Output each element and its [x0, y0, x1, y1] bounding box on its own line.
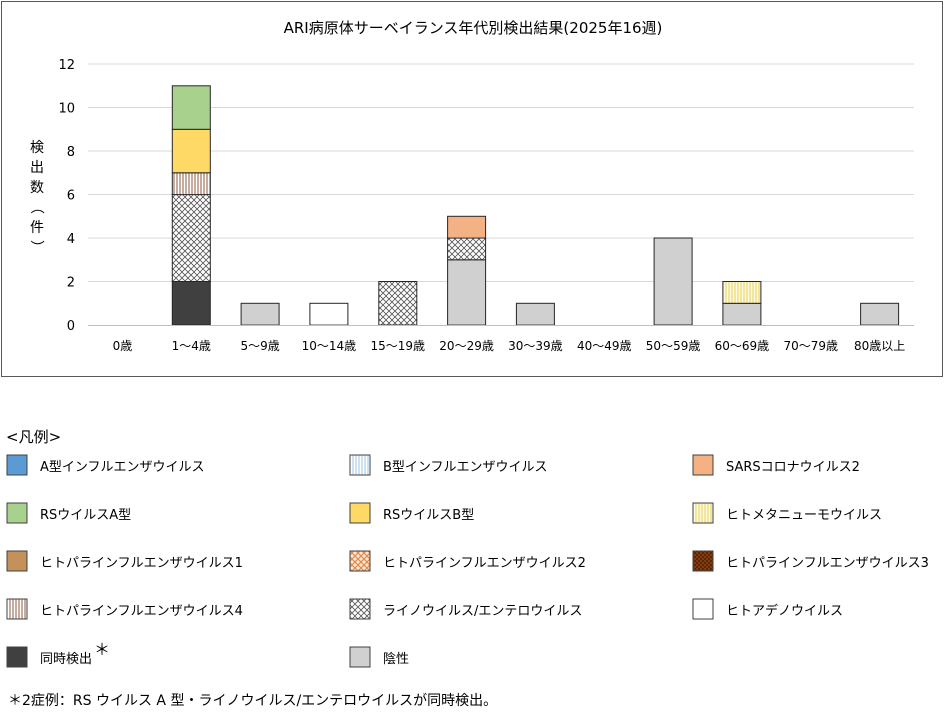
- legend-item: B型インフルエンザウイルス: [349, 453, 548, 477]
- y-tick-label: 2: [67, 276, 75, 291]
- chart-title: ARI病原体サーベイランス年代別検出結果(2025年16週): [284, 19, 663, 37]
- legend-swatch: [692, 502, 714, 524]
- legend-label: RSウイルスA型: [40, 507, 132, 523]
- legend-label: 陰性: [383, 651, 410, 667]
- legend-swatch: [6, 502, 28, 524]
- chart-frame: ARI病原体サーベイランス年代別検出結果(2025年16週) 0 2 4 6 8 10 12…: [1, 1, 943, 377]
- legend-item: ヒトアデノウイルス: [692, 597, 843, 621]
- legend-label: A型インフルエンザウイルス: [40, 459, 205, 475]
- legend-swatch: [349, 454, 371, 476]
- legend-label: B型インフルエンザウイルス: [383, 459, 548, 475]
- legend-label: ライノウイルス/エンテロウイルス: [383, 603, 583, 619]
- legend-swatch: [6, 454, 28, 476]
- y-tick-label: 4: [67, 232, 75, 247]
- x-tick-labels: 0歳 1～4歳 5～9歳 10～14歳 15～19歳 20～29歳 30～39歳 40～49歳…: [113, 339, 906, 353]
- legend-swatch: [692, 550, 714, 572]
- legend-label: RSウイルスB型: [383, 507, 475, 523]
- bar-segment-hmpv: [722, 281, 762, 304]
- bar-segment-rhino: [378, 281, 418, 326]
- bar-segment-hpiv4: [171, 172, 211, 196]
- bars: [88, 85, 914, 326]
- x-tick-label: 0歳: [113, 339, 133, 353]
- bar-segment-adeno: [309, 302, 349, 326]
- y-tick-label: 6: [67, 189, 75, 204]
- x-tick-label: 15～19歳: [370, 339, 425, 353]
- y-axis-label-char: （: [28, 200, 44, 214]
- legend-item: ヒトパラインフルエンザウイルス1: [6, 549, 243, 573]
- x-tick-label: 70～79歳: [783, 339, 838, 353]
- y-tick-label: 0: [67, 319, 75, 334]
- bar-segment-neg: [722, 302, 762, 326]
- legend-swatch: [6, 598, 28, 620]
- legend-swatch: [349, 502, 371, 524]
- bar-segment-neg: [447, 259, 487, 326]
- legend-label: SARSコロナウイルス2: [726, 459, 860, 475]
- bar-segment-rsa: [171, 85, 211, 130]
- footnote: ＊2症例：RS ウイルス A 型・ライノウイルス/エンテロウイルスが同時検出。: [8, 693, 498, 709]
- legend-label: ヒトパラインフルエンザウイルス2: [383, 555, 586, 571]
- legend-swatch: [349, 550, 371, 572]
- legend-item: SARSコロナウイルス2: [692, 453, 860, 477]
- legend-item: A型インフルエンザウイルス: [6, 453, 205, 477]
- bar-segment-neg: [240, 302, 280, 326]
- legend-item: ヒトパラインフルエンザウイルス3: [692, 549, 929, 573]
- legend-label: ヒトパラインフルエンザウイルス4: [40, 603, 243, 619]
- y-axis-label-char: 出: [30, 160, 44, 176]
- gridlines: [88, 63, 914, 282]
- y-tick-label: 12: [58, 58, 75, 73]
- legend-swatch: [349, 646, 371, 668]
- bar-segment-neg: [653, 237, 693, 326]
- y-axis-label-char: 検: [30, 140, 44, 156]
- y-axis-label: 検出数 （ 件 ）: [28, 140, 44, 254]
- x-tick-label: 60～69歳: [715, 339, 770, 353]
- legend-swatch: [6, 646, 28, 668]
- x-tick-label: 20～29歳: [439, 339, 494, 353]
- legend-item: 陰性: [349, 645, 409, 669]
- legend-swatch: [349, 598, 371, 620]
- x-tick-label: 5～9歳: [240, 339, 279, 353]
- y-tick-label: 8: [67, 145, 75, 160]
- legend-label: ヒトアデノウイルス: [726, 603, 844, 619]
- x-tick-label: 40～49歳: [577, 339, 632, 353]
- legend-swatch: [6, 550, 28, 572]
- legend-title: <凡例>: [6, 428, 62, 446]
- y-axis-label-char: 件: [30, 220, 44, 236]
- x-tick-label: 80歳以上: [854, 339, 905, 353]
- y-axis-label-char: ）: [28, 240, 44, 254]
- y-tick-label: 10: [58, 102, 75, 117]
- asterisk-mark: ＊: [94, 640, 111, 659]
- legend-item: ライノウイルス/エンテロウイルス: [349, 597, 582, 621]
- x-tick-label: 50～59歳: [646, 339, 701, 353]
- y-axis-label-char: 数: [30, 180, 44, 196]
- bar-segment-rhino: [447, 237, 487, 261]
- x-tick-label: 10～14歳: [302, 339, 357, 353]
- bar-segment-sars: [447, 215, 487, 239]
- bar-segment-rhino: [171, 194, 211, 282]
- legend-item: ヒトパラインフルエンザウイルス4: [6, 597, 243, 621]
- x-tick-label: 1～4歳: [172, 339, 211, 353]
- bar-segment-neg: [515, 302, 555, 326]
- legend-item: RSウイルスB型: [349, 501, 474, 525]
- legend-label: 同時検出: [40, 651, 93, 667]
- legend-item: 同時検出＊: [6, 640, 110, 669]
- bar-segment-simul: [171, 281, 211, 326]
- legend-swatch: [692, 598, 714, 620]
- y-tick-labels: 0 2 4 6 8 10 12: [58, 58, 75, 334]
- legend-label: ヒトパラインフルエンザウイルス3: [726, 555, 929, 571]
- stacked-bar-chart: ARI病原体サーベイランス年代別検出結果(2025年16週) 0 2 4 6 8 10 12…: [28, 19, 914, 353]
- legend-label: ヒトメタニューモウイルス: [726, 507, 883, 523]
- x-tick-label: 30～39歳: [508, 339, 563, 353]
- legend-label: ヒトパラインフルエンザウイルス1: [40, 555, 243, 571]
- bar-segment-rsb: [171, 128, 211, 174]
- legend-item: ヒトメタニューモウイルス: [692, 501, 882, 525]
- legend-item: ヒトパラインフルエンザウイルス2: [349, 549, 586, 573]
- legend-swatch: [692, 454, 714, 476]
- legend-item: RSウイルスA型: [6, 501, 131, 525]
- bar-segment-neg: [860, 302, 900, 326]
